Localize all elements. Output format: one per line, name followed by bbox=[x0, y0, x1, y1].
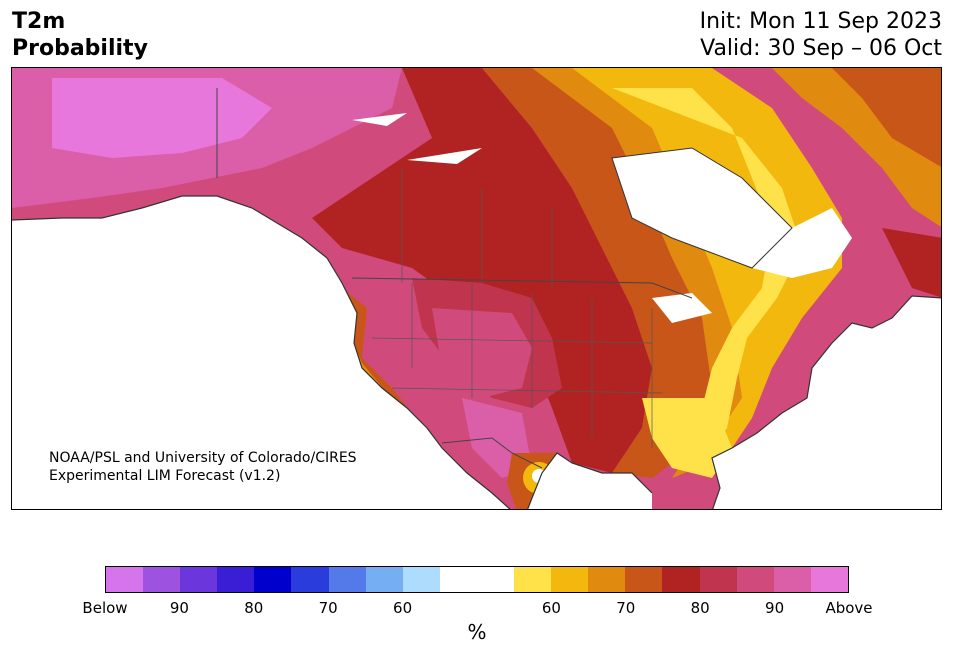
map-title: T2m Probability bbox=[12, 8, 148, 62]
us-mexico-border bbox=[441, 437, 543, 469]
coastline-gulf bbox=[527, 452, 653, 509]
forecast-dates: Init: Mon 11 Sep 2023 Valid: 30 Sep – 06… bbox=[700, 8, 942, 62]
colorbar-segment bbox=[662, 567, 700, 592]
coastline-west bbox=[12, 195, 511, 509]
title-line-2: Probability bbox=[12, 36, 148, 61]
colorbar-tick-label: Below bbox=[82, 599, 128, 617]
colorbar-segment bbox=[699, 567, 737, 592]
colorbar-tick-label: 90 bbox=[765, 599, 785, 617]
colorbar-segment bbox=[217, 567, 255, 592]
colorbar-segment bbox=[143, 567, 181, 592]
colorbar-segment bbox=[402, 567, 440, 592]
colorbar-segment bbox=[291, 567, 329, 592]
hudson-bay-coast bbox=[611, 147, 793, 269]
colorbar-unit: % bbox=[467, 620, 487, 644]
colorbar-segment bbox=[551, 567, 589, 592]
credit-line-1: NOAA/PSL and University of Colorado/CIRE… bbox=[49, 450, 357, 466]
colorbar bbox=[105, 566, 849, 593]
colorbar-segment bbox=[588, 567, 626, 592]
map-svg bbox=[12, 68, 941, 509]
state-lines bbox=[371, 168, 663, 448]
credit-text: NOAA/PSL and University of Colorado/CIRE… bbox=[49, 449, 357, 485]
probability-map bbox=[11, 67, 942, 510]
colorbar-segment bbox=[106, 567, 144, 592]
great-lakes bbox=[652, 293, 712, 323]
init-date: Init: Mon 11 Sep 2023 bbox=[699, 9, 942, 34]
colorbar-tick-label: 80 bbox=[244, 599, 264, 617]
colorbar-segment bbox=[773, 567, 811, 592]
colorbar-segment bbox=[514, 567, 552, 592]
colorbar-tick-label: 60 bbox=[541, 599, 561, 617]
colorbar-segment bbox=[736, 567, 774, 592]
colorbar-segment bbox=[254, 567, 292, 592]
colorbar-tick-label: 70 bbox=[616, 599, 636, 617]
colorbar-tick-label: Above bbox=[825, 599, 873, 617]
us-canada-border bbox=[351, 277, 693, 299]
great-slave-lake bbox=[407, 148, 482, 164]
colorbar-segment bbox=[625, 567, 663, 592]
colorbar-tick-label: 60 bbox=[393, 599, 413, 617]
colorbar-segment bbox=[328, 567, 366, 592]
colorbar-segment bbox=[439, 567, 477, 592]
colorbar-segment bbox=[476, 567, 515, 592]
coastline-east bbox=[711, 295, 941, 509]
colorbar-segment bbox=[810, 567, 848, 592]
credit-line-2: Experimental LIM Forecast (v1.2) bbox=[49, 468, 281, 484]
colorbar-tick-label: 70 bbox=[318, 599, 338, 617]
colorbar-tick-label: 90 bbox=[169, 599, 189, 617]
land-shading bbox=[12, 68, 941, 509]
colorbar-tick-label: 80 bbox=[690, 599, 710, 617]
colorbar-segment bbox=[180, 567, 218, 592]
title-line-1: T2m bbox=[12, 9, 66, 34]
colorbar-segment bbox=[365, 567, 403, 592]
great-bear-lake bbox=[352, 113, 407, 126]
valid-range: Valid: 30 Sep – 06 Oct bbox=[700, 36, 942, 61]
